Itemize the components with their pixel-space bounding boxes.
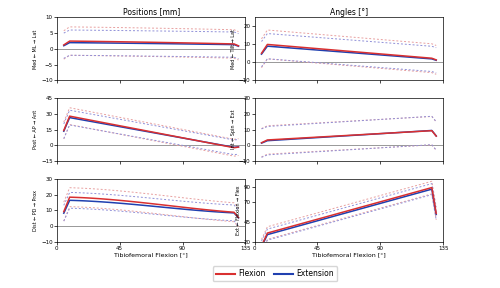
Title: Positions [mm]: Positions [mm] [122, 7, 180, 16]
Y-axis label: Int ← Spin → Ext: Int ← Spin → Ext [231, 110, 236, 149]
Y-axis label: Med ← ML → Lat: Med ← ML → Lat [33, 29, 38, 69]
Y-axis label: Ext ← Flexion → Flex: Ext ← Flexion → Flex [236, 186, 240, 235]
Y-axis label: Post ← AP → Ant: Post ← AP → Ant [33, 110, 38, 149]
Title: Angles [°]: Angles [°] [330, 7, 368, 16]
Y-axis label: Dist ← PD → Prox: Dist ← PD → Prox [33, 190, 38, 231]
Legend: Flexion, Extension: Flexion, Extension [212, 266, 338, 281]
Y-axis label: Med ← Tilt → Lat: Med ← Tilt → Lat [231, 29, 236, 69]
X-axis label: Tibiofemoral Flexion [°]: Tibiofemoral Flexion [°] [312, 253, 386, 257]
X-axis label: Tibiofemoral Flexion [°]: Tibiofemoral Flexion [°] [114, 253, 188, 257]
